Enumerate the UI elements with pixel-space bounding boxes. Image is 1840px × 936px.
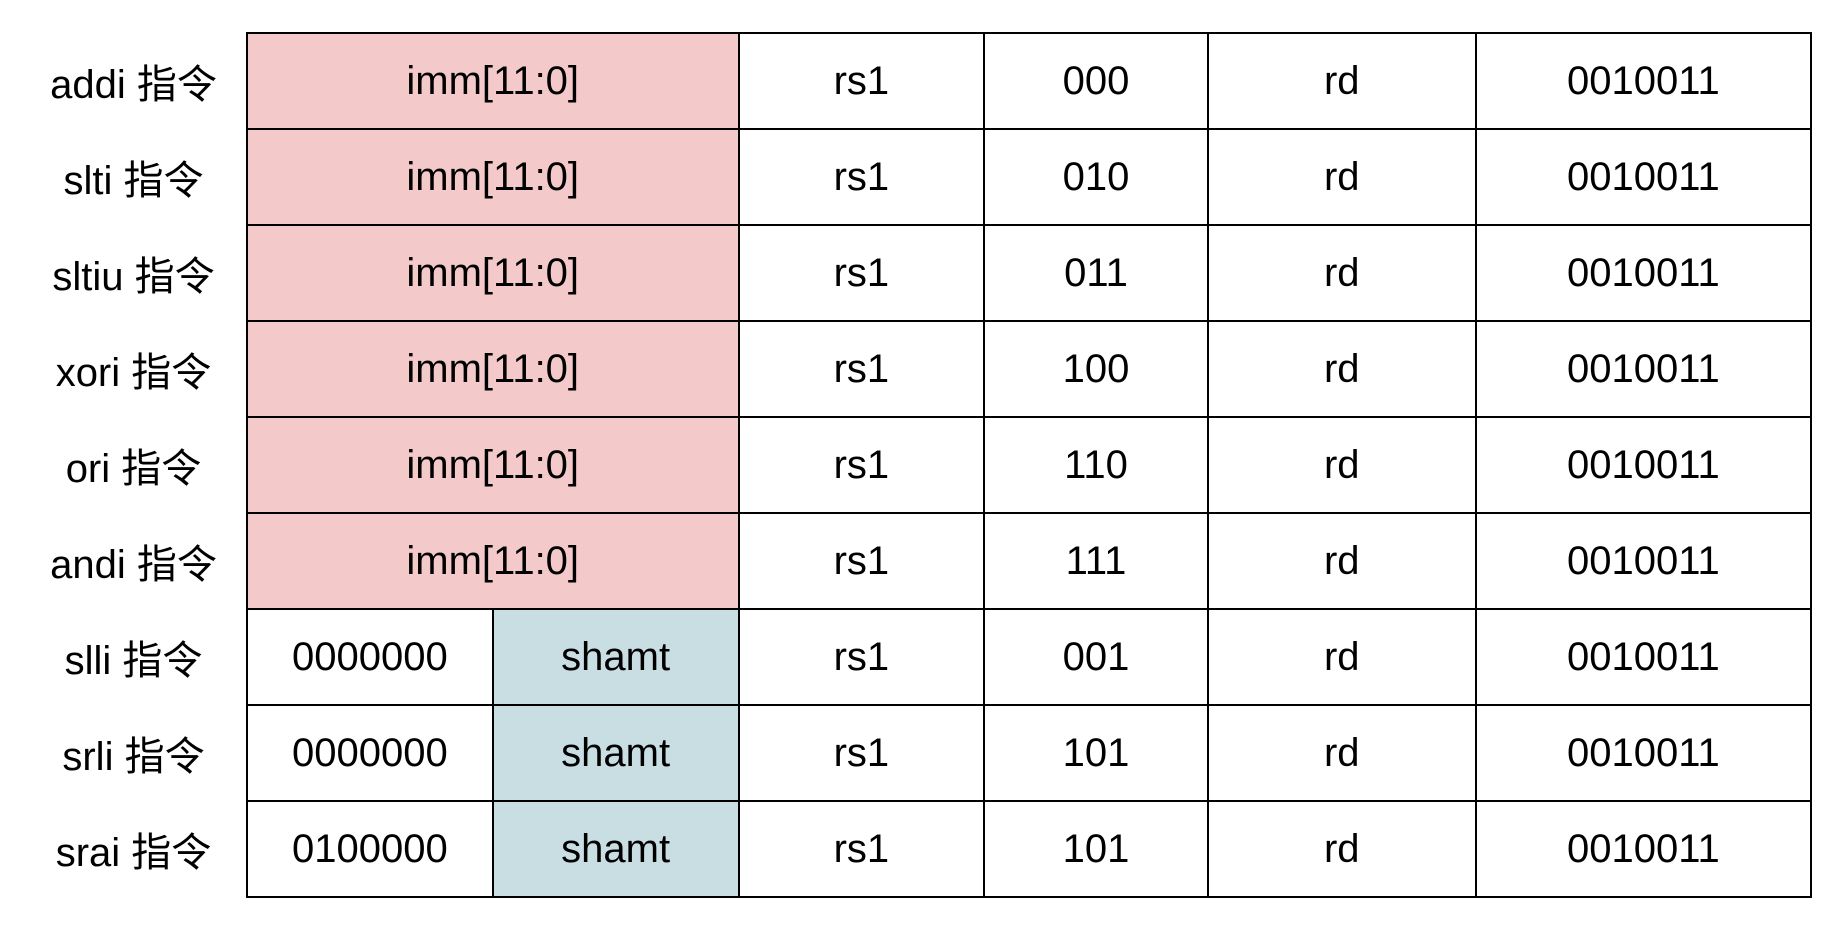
field-funct3: 111 <box>984 513 1207 609</box>
table-row: andi 指令imm[11:0]rs1111rd0010011 <box>28 513 1811 609</box>
field-opcode: 0010011 <box>1476 705 1811 801</box>
field-funct3: 000 <box>984 33 1207 129</box>
instruction-label: addi 指令 <box>28 33 247 129</box>
field-rd: rd <box>1208 513 1476 609</box>
field-opcode: 0010011 <box>1476 513 1811 609</box>
field-funct3: 010 <box>984 129 1207 225</box>
instruction-label: srli 指令 <box>28 705 247 801</box>
table-row: addi 指令imm[11:0]rs1000rd0010011 <box>28 33 1811 129</box>
field-funct3: 001 <box>984 609 1207 705</box>
field-opcode: 0010011 <box>1476 417 1811 513</box>
table-row: slti 指令imm[11:0]rs1010rd0010011 <box>28 129 1811 225</box>
field-funct3: 011 <box>984 225 1207 321</box>
field-imm: imm[11:0] <box>247 33 739 129</box>
field-imm: imm[11:0] <box>247 129 739 225</box>
field-imm: imm[11:0] <box>247 225 739 321</box>
field-shamt: shamt <box>493 801 739 897</box>
table-row: slli 指令0000000shamtrs1001rd0010011 <box>28 609 1811 705</box>
instruction-label: slli 指令 <box>28 609 247 705</box>
field-opcode: 0010011 <box>1476 321 1811 417</box>
field-rs1: rs1 <box>739 609 985 705</box>
field-funct3: 110 <box>984 417 1207 513</box>
field-opcode: 0010011 <box>1476 801 1811 897</box>
field-rd: rd <box>1208 321 1476 417</box>
field-opcode: 0010011 <box>1476 33 1811 129</box>
instruction-label: slti 指令 <box>28 129 247 225</box>
field-imm: imm[11:0] <box>247 417 739 513</box>
instruction-encoding-table: addi 指令imm[11:0]rs1000rd0010011slti 指令im… <box>28 32 1812 898</box>
field-rs1: rs1 <box>739 33 985 129</box>
table-row: srli 指令0000000shamtrs1101rd0010011 <box>28 705 1811 801</box>
table-row: xori 指令imm[11:0]rs1100rd0010011 <box>28 321 1811 417</box>
field-shamt: shamt <box>493 705 739 801</box>
field-opcode: 0010011 <box>1476 129 1811 225</box>
field-rs1: rs1 <box>739 321 985 417</box>
field-rd: rd <box>1208 705 1476 801</box>
field-rs1: rs1 <box>739 513 985 609</box>
field-rs1: rs1 <box>739 417 985 513</box>
field-rd: rd <box>1208 225 1476 321</box>
field-funct7: 0000000 <box>247 705 493 801</box>
field-shamt: shamt <box>493 609 739 705</box>
instruction-label: ori 指令 <box>28 417 247 513</box>
field-funct3: 101 <box>984 801 1207 897</box>
field-rs1: rs1 <box>739 225 985 321</box>
field-rd: rd <box>1208 609 1476 705</box>
field-rd: rd <box>1208 129 1476 225</box>
field-rs1: rs1 <box>739 129 985 225</box>
field-imm: imm[11:0] <box>247 321 739 417</box>
field-funct7: 0000000 <box>247 609 493 705</box>
field-rd: rd <box>1208 417 1476 513</box>
field-funct7: 0100000 <box>247 801 493 897</box>
field-rd: rd <box>1208 33 1476 129</box>
instruction-label: sltiu 指令 <box>28 225 247 321</box>
table-row: srai 指令0100000shamtrs1101rd0010011 <box>28 801 1811 897</box>
field-opcode: 0010011 <box>1476 225 1811 321</box>
field-funct3: 101 <box>984 705 1207 801</box>
table-row: ori 指令imm[11:0]rs1110rd0010011 <box>28 417 1811 513</box>
field-opcode: 0010011 <box>1476 609 1811 705</box>
field-rd: rd <box>1208 801 1476 897</box>
field-funct3: 100 <box>984 321 1207 417</box>
field-rs1: rs1 <box>739 705 985 801</box>
instruction-label: andi 指令 <box>28 513 247 609</box>
table-row: sltiu 指令imm[11:0]rs1011rd0010011 <box>28 225 1811 321</box>
field-imm: imm[11:0] <box>247 513 739 609</box>
instruction-label: xori 指令 <box>28 321 247 417</box>
field-rs1: rs1 <box>739 801 985 897</box>
instruction-label: srai 指令 <box>28 801 247 897</box>
